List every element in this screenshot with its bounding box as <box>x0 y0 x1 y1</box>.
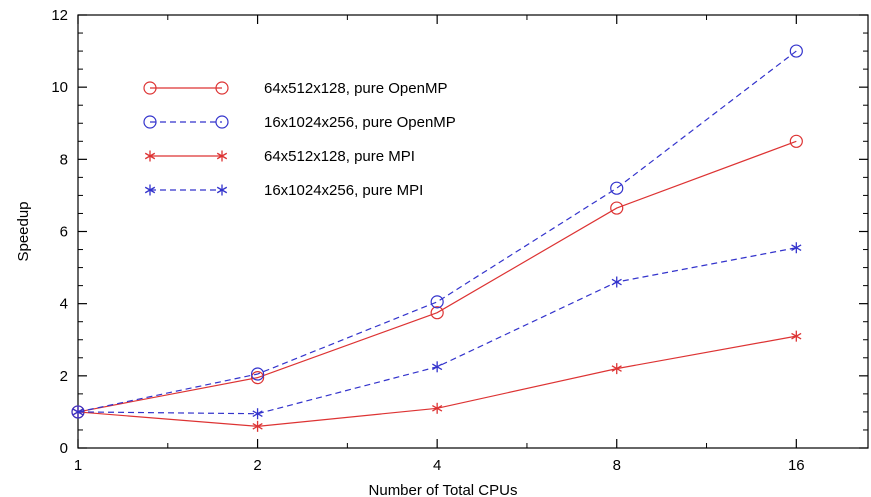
y-tick-label: 8 <box>60 151 68 168</box>
y-axis-ticks: 0 2 4 6 8 10 12 <box>51 7 868 457</box>
x-axis-ticks: 1 2 4 8 16 <box>74 15 805 474</box>
series-line <box>77 50 797 413</box>
data-point-star <box>791 242 802 254</box>
x-tick-label: 1 <box>74 457 82 474</box>
series-group <box>72 330 802 432</box>
star-stroke <box>144 186 156 194</box>
data-point-circle <box>250 367 265 381</box>
y-tick-label: 6 <box>60 224 68 241</box>
legend-item: 64x512x128, pure OpenMP <box>143 80 447 97</box>
data-point-circle <box>215 115 229 129</box>
data-point-circle <box>430 306 444 320</box>
data-point-circle <box>430 295 444 309</box>
y-tick-label: 2 <box>60 368 68 385</box>
y-tick-label: 4 <box>60 296 68 313</box>
data-point-star <box>611 276 622 288</box>
x-tick-label: 2 <box>253 457 261 474</box>
star-stroke <box>432 363 443 371</box>
star-stroke <box>252 410 263 418</box>
legend-label: 16x1024x256, pure MPI <box>264 182 423 199</box>
data-point-circle <box>610 201 624 215</box>
x-tick-label: 4 <box>433 457 441 474</box>
data-point-star <box>144 184 156 196</box>
series-layer <box>71 44 803 432</box>
y-axis-title: Speedup <box>15 201 32 261</box>
series-group <box>71 44 803 419</box>
plot-frame <box>77 14 869 449</box>
star-stroke <box>216 186 228 194</box>
y-tick-label: 10 <box>51 79 68 96</box>
data-point-star <box>216 184 228 196</box>
legend-item: 16x1024x256, pure OpenMP <box>143 114 456 131</box>
star-stroke <box>611 365 622 372</box>
data-point-circle <box>789 134 803 148</box>
data-point-star <box>72 406 84 418</box>
data-point-circle <box>143 115 157 129</box>
star-stroke <box>216 152 228 160</box>
data-point-star <box>144 150 156 162</box>
data-point-star <box>791 330 802 342</box>
plot-border <box>77 14 869 449</box>
data-point-star <box>432 402 443 414</box>
data-point-circle <box>610 181 624 195</box>
y-tick-label: 0 <box>60 440 68 457</box>
star-stroke <box>432 404 443 412</box>
x-axis-title: Number of Total CPUs <box>369 482 518 497</box>
data-point-circle <box>143 81 157 95</box>
star-stroke <box>72 408 84 416</box>
series-group <box>72 242 802 420</box>
legend-label: 16x1024x256, pure OpenMP <box>264 114 456 131</box>
data-point-circle <box>789 44 803 58</box>
data-point-star <box>611 363 622 375</box>
data-point-star <box>252 420 263 432</box>
star-stroke <box>252 423 263 430</box>
series-line <box>77 140 797 413</box>
series-group <box>71 134 803 419</box>
data-point-circle <box>250 371 265 385</box>
data-point-circle <box>215 81 229 95</box>
star-stroke <box>791 332 802 340</box>
legend-item: 16x1024x256, pure MPI <box>144 182 423 199</box>
legend: 64x512x128, pure OpenMP 16x1024x256, pure… <box>143 80 456 199</box>
x-tick-label: 8 <box>613 457 621 474</box>
data-point-star <box>216 150 228 162</box>
legend-label: 64x512x128, pure MPI <box>264 148 415 165</box>
legend-label: 64x512x128, pure OpenMP <box>264 80 447 97</box>
legend-item: 64x512x128, pure MPI <box>144 148 415 165</box>
data-point-star <box>432 361 443 373</box>
y-tick-label: 12 <box>51 7 68 24</box>
star-stroke <box>611 278 622 286</box>
star-stroke <box>791 244 802 252</box>
star-stroke <box>144 152 156 160</box>
x-tick-label: 16 <box>788 457 805 474</box>
data-point-star <box>252 408 263 420</box>
